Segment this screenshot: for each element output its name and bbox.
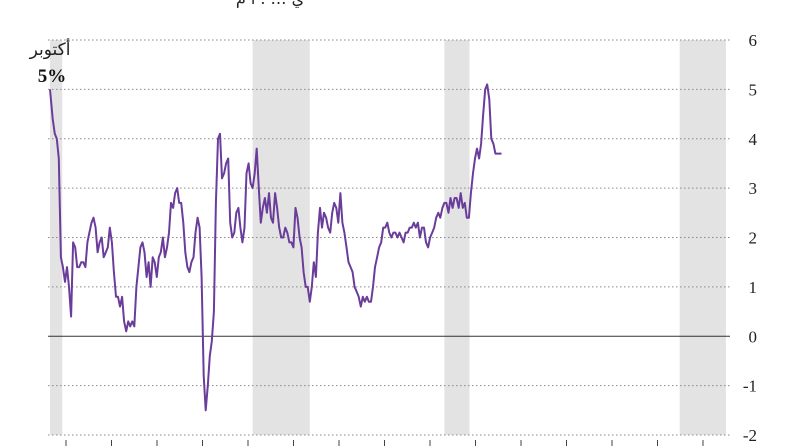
x-axis-ticks (65, 440, 704, 446)
y-tick-label: 4 (749, 130, 758, 149)
y-tick-label: 2 (749, 229, 758, 248)
y-tick-label: 0 (749, 327, 758, 346)
annotation-label: أكتوبر (29, 38, 71, 60)
y-tick-label: 6 (749, 31, 758, 50)
y-tick-label: 5 (749, 80, 758, 99)
y-tick-label: -2 (743, 426, 757, 445)
y-tick-label: 3 (749, 179, 758, 198)
series-line (49, 83, 502, 412)
y-axis: 6 5 4 3 2 1 0 -1 -2 (743, 31, 758, 445)
y-tick-label: -1 (743, 377, 757, 396)
annotation-value: 5% (38, 66, 67, 87)
shaded-band-3 (679, 40, 726, 435)
y-tick-label: 1 (749, 278, 758, 297)
grid-lines (48, 39, 730, 436)
chart-title: ي … . ا م (236, 0, 304, 8)
